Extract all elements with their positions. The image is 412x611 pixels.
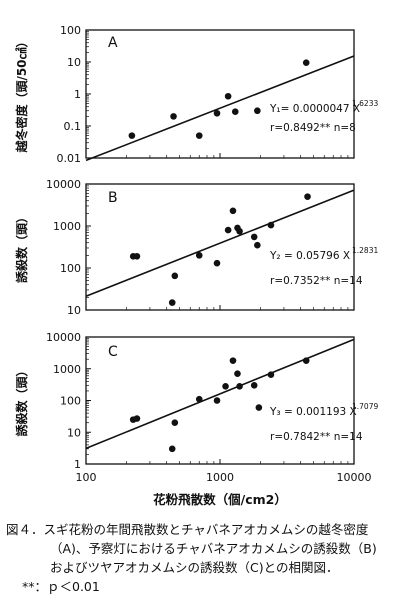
panel-label: A [108, 35, 118, 51]
correlation-stats: r=0.7842** n=14 [270, 431, 363, 443]
data-point [195, 395, 203, 403]
data-point [168, 299, 176, 306]
panel-label: C [108, 344, 118, 360]
data-point [304, 193, 311, 200]
regression-equation: Y₃ = 0.001193 X [269, 406, 357, 418]
plot-frame [85, 29, 355, 159]
y-tick-label: 1 [74, 458, 81, 471]
caption-line-3: およびツヤアオカメムシの誘殺数（C)との相関図． [50, 560, 339, 575]
plot-frame [85, 183, 355, 311]
data-point [213, 259, 221, 267]
y-tick-label: 10000 [46, 178, 81, 191]
y-tick-label: 1000 [53, 363, 81, 376]
regression-exponent: 1.6233 [352, 99, 378, 108]
data-point [222, 383, 229, 390]
y-tick-label: 10 [67, 304, 81, 317]
x-axis-label: 花粉飛散数（個/cm2） [153, 492, 287, 507]
data-point [224, 226, 232, 234]
y-axis-label: 誘殺数（頭） [14, 211, 29, 283]
data-point [267, 371, 275, 378]
chart-panel-c: 1 10 100 1000 10000 100 1000 10000 誘殺数（頭） 花粉飛散数（個… [14, 331, 378, 507]
y-tick-label: 1000 [53, 220, 81, 233]
data-point [254, 241, 261, 249]
y-tick-label: 1 [74, 88, 81, 101]
x-tick-label: 1000 [206, 471, 234, 484]
data-point [250, 233, 258, 241]
chart-panel-b: 10 100 1000 10000 誘殺数（頭） B Y₂ = 0.05796 X 1.283… [14, 178, 378, 317]
figure: 0.01 0.1 1 10 100 越冬密度（頭/50㎠） A Y₁= 0.0000047 X… [14, 24, 378, 507]
figure-caption: 図４．スギ花粉の年間飛散数とチャバネアオカメムシの越冬密度 （A)、予察灯におけ… [6, 520, 408, 596]
y-tick-label: 0.1 [64, 120, 82, 133]
regression-equation: Y₁= 0.0000047 X [269, 103, 360, 115]
correlation-stats: r=0.8492** n=8 [270, 122, 356, 134]
y-tick-label: 100 [60, 395, 81, 408]
x-tick-label: 100 [76, 471, 97, 484]
caption-line-1: 図４．スギ花粉の年間飛散数とチャバネアオカメムシの越冬密度 [6, 522, 369, 537]
data-point [224, 92, 232, 100]
y-axis-label: 誘殺数（頭） [14, 364, 29, 436]
data-point [171, 272, 179, 280]
data-point [133, 415, 141, 422]
data-point [254, 107, 261, 115]
panel-label: B [108, 190, 118, 206]
data-point [168, 445, 176, 453]
y-tick-label: 100 [60, 262, 81, 275]
data-point [255, 404, 263, 411]
regression-line [85, 55, 355, 162]
data-point [229, 357, 237, 364]
data-point [236, 383, 243, 390]
data-point [302, 59, 310, 67]
data-point [170, 113, 177, 120]
data-point [302, 357, 310, 364]
data-point [195, 132, 203, 139]
data-point [236, 227, 243, 235]
caption-significance-note: **：ｐ＜0.01 [22, 579, 100, 594]
data-point [213, 397, 221, 404]
data-point [250, 382, 258, 389]
chart-panel-a: 0.01 0.1 1 10 100 越冬密度（頭/50㎠） A Y₁= 0.0000047 X… [14, 24, 378, 165]
data-point [234, 370, 241, 377]
data-point [133, 252, 141, 260]
regression-line [85, 338, 355, 450]
data-point [213, 109, 221, 117]
regression-exponent: 1.2831 [352, 246, 378, 255]
data-point [231, 108, 239, 115]
caption-line-2: （A)、予察灯におけるチャバネアオカメムシの誘殺数（B) [50, 541, 377, 556]
data-point [195, 252, 203, 259]
data-point [171, 419, 179, 426]
data-point [229, 207, 237, 215]
correlation-stats: r=0.7352** n=14 [270, 275, 363, 287]
y-tick-label: 100 [60, 24, 81, 37]
y-tick-label: 10000 [46, 331, 81, 344]
regression-exponent: 1.7079 [352, 402, 378, 411]
y-tick-label: 10 [67, 56, 81, 69]
data-point [128, 132, 136, 139]
y-tick-label: 10 [67, 426, 81, 439]
y-tick-label: 0.01 [57, 152, 82, 165]
y-axis-label: 越冬密度（頭/50㎠） [14, 35, 29, 153]
regression-line [85, 189, 355, 297]
regression-equation: Y₂ = 0.05796 X [269, 250, 350, 262]
x-tick-label: 10000 [337, 471, 372, 484]
data-point [267, 221, 275, 229]
